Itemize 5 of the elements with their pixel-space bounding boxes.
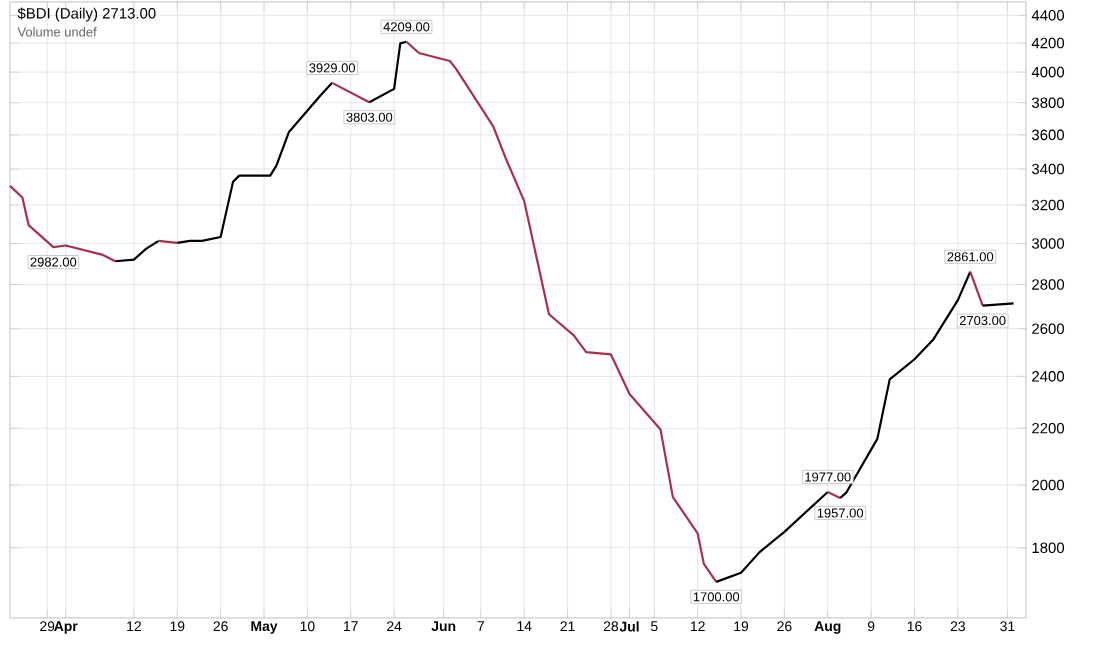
line-series [368, 40, 408, 104]
line-series [8, 184, 117, 263]
line-series [405, 40, 718, 583]
line-series [114, 239, 160, 263]
line-series [176, 81, 334, 244]
